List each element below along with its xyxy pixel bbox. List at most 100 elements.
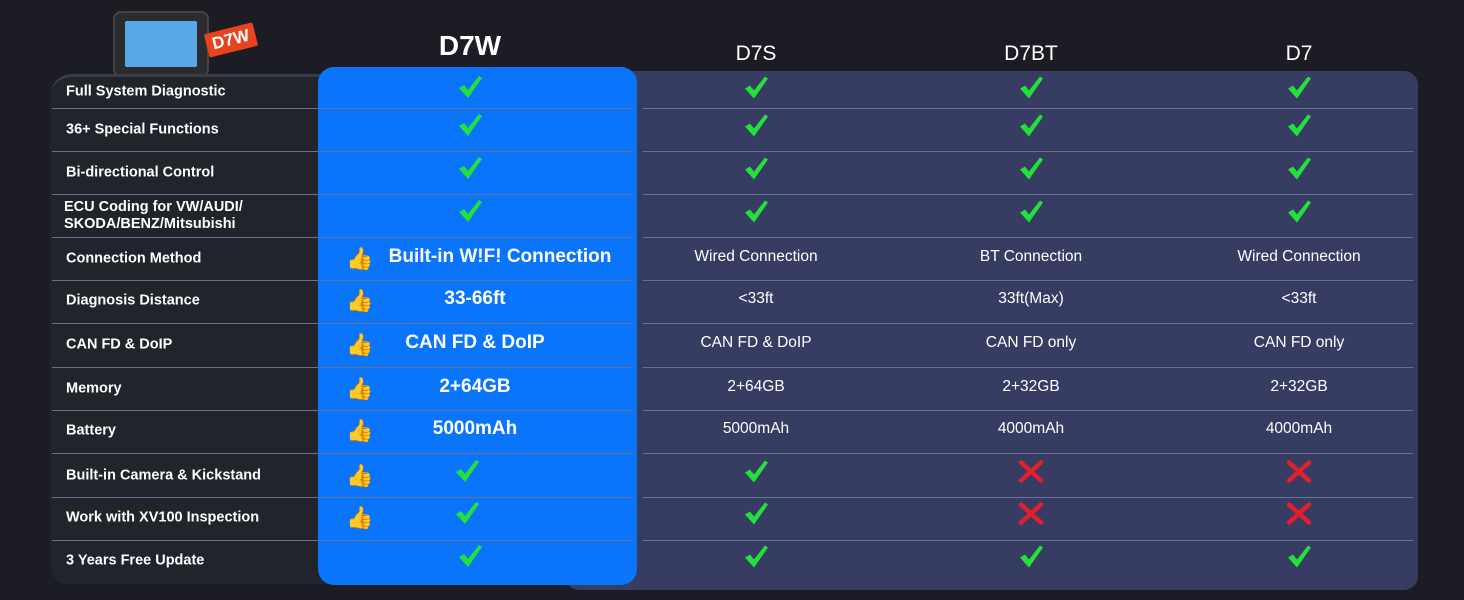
check-icon [1169, 76, 1429, 105]
check-icon [337, 459, 597, 489]
cell-value: 2+32GB [1002, 378, 1060, 395]
row-divider [320, 280, 633, 281]
check-icon [626, 200, 886, 229]
cell-value: 2+64GB [727, 378, 785, 395]
cell-value: Built-in W!F! Connection [388, 246, 612, 267]
row-divider [320, 497, 633, 498]
row-divider [52, 237, 318, 238]
cell-value: <33ft [738, 290, 774, 307]
check-icon [626, 545, 886, 574]
thumbs-up-icon: 👍 [346, 332, 374, 357]
row-divider [320, 367, 633, 368]
cell-value: Wired Connection [694, 248, 818, 265]
row-divider [643, 497, 1413, 498]
cell-value: 4000mAh [1265, 420, 1333, 437]
row-divider [643, 323, 1413, 324]
feature-label: Memory [66, 380, 122, 397]
row-divider [320, 453, 633, 454]
cell-value: <33ft [1281, 290, 1317, 307]
row-divider [643, 151, 1413, 152]
device-image [113, 11, 209, 77]
check-icon [340, 544, 600, 574]
check-icon [340, 75, 600, 105]
feature-label: Bi-directional Control [66, 164, 215, 181]
feature-label: ECU Coding for VW/AUDI/ SKODA/BENZ/Mitsu… [64, 199, 243, 232]
row-divider [52, 151, 318, 152]
row-divider [320, 108, 633, 109]
cell-value: 33-66ft [444, 288, 506, 309]
column-header-d7s: D7S [735, 42, 777, 65]
feature-label: Battery [66, 422, 116, 439]
feature-label: Built-in Camera & Kickstand [66, 467, 261, 484]
cell-value: 2+32GB [1270, 378, 1328, 395]
check-icon [340, 199, 600, 229]
cell-value: CAN FD only [985, 334, 1077, 351]
feature-label: Connection Method [66, 250, 202, 267]
row-divider [320, 237, 633, 238]
check-icon [1169, 114, 1429, 143]
thumbs-up-icon: 👍 [346, 246, 374, 271]
row-divider [52, 540, 318, 541]
thumbs-up-icon: 👍 [346, 505, 374, 530]
cell-value: 5000mAh [722, 420, 790, 437]
cell-value: Wired Connection [1237, 248, 1361, 265]
check-icon [901, 114, 1161, 143]
row-divider [52, 410, 318, 411]
check-icon [1169, 157, 1429, 186]
row-divider [643, 108, 1413, 109]
row-divider [643, 237, 1413, 238]
cell-value: CAN FD & DoIP [405, 332, 545, 353]
cell-value: BT Connection [979, 248, 1083, 265]
column-header-d7w: D7W [438, 30, 502, 61]
check-icon [626, 114, 886, 143]
feature-label: Diagnosis Distance [66, 292, 200, 309]
row-divider [643, 540, 1413, 541]
row-divider [643, 194, 1413, 195]
column-header-d7bt: D7BT [1004, 42, 1058, 65]
column-header-d7: D7 [1285, 42, 1313, 65]
cross-icon [1169, 502, 1429, 531]
check-icon [337, 501, 597, 531]
highlight-column-d7w [318, 67, 637, 585]
cell-value: 2+64GB [439, 376, 511, 397]
feature-label: Full System Diagnostic [66, 83, 226, 100]
check-icon [626, 76, 886, 105]
check-icon [901, 545, 1161, 574]
model-badge-logo: D7W [203, 22, 258, 58]
check-icon [1169, 200, 1429, 229]
row-divider [320, 540, 633, 541]
cross-icon [901, 460, 1161, 489]
row-divider [643, 367, 1413, 368]
cell-value: 5000mAh [432, 418, 518, 439]
row-divider [320, 194, 633, 195]
feature-label: 36+ Special Functions [66, 121, 219, 138]
row-divider [52, 323, 318, 324]
row-divider [320, 323, 633, 324]
cell-value: CAN FD & DoIP [700, 334, 812, 351]
check-icon [340, 113, 600, 143]
feature-label: CAN FD & DoIP [66, 336, 173, 353]
thumbs-up-icon: 👍 [346, 376, 374, 401]
row-divider [643, 453, 1413, 454]
row-divider [52, 280, 318, 281]
row-divider [52, 194, 318, 195]
feature-label: 3 Years Free Update [66, 552, 205, 569]
row-divider [52, 497, 318, 498]
check-icon [1169, 545, 1429, 574]
cross-icon [901, 502, 1161, 531]
check-icon [901, 200, 1161, 229]
cell-value: 33ft(Max) [998, 290, 1064, 307]
cross-icon [1169, 460, 1429, 489]
feature-label: Work with XV100 Inspection [66, 509, 260, 526]
cell-value: CAN FD only [1253, 334, 1345, 351]
thumbs-up-icon: 👍 [346, 418, 374, 443]
thumbs-up-icon: 👍 [346, 288, 374, 313]
row-divider [52, 367, 318, 368]
row-divider [643, 280, 1413, 281]
check-icon [901, 157, 1161, 186]
competitor-panel [565, 71, 1418, 590]
check-icon [340, 156, 600, 186]
row-divider [320, 410, 633, 411]
check-icon [626, 157, 886, 186]
row-divider [320, 151, 633, 152]
